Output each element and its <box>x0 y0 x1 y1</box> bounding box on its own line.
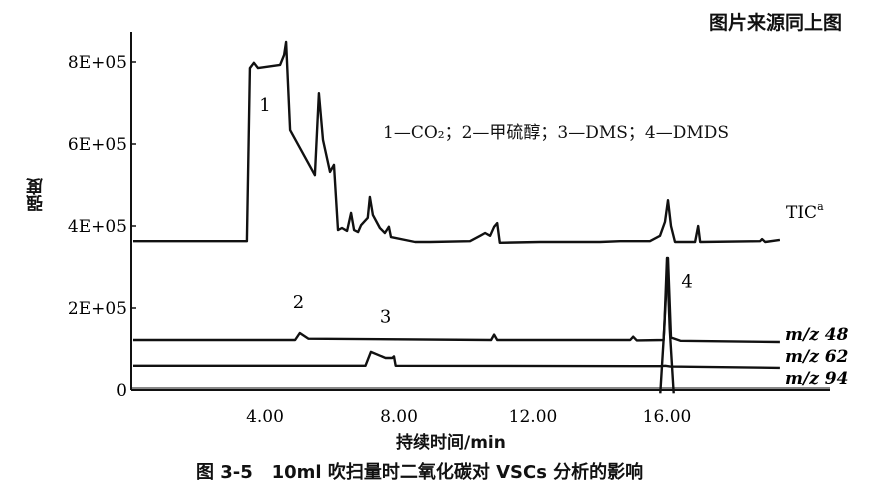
y-tick-label: 8E+05 <box>68 53 127 73</box>
x-tick-label: 8.00 <box>380 407 418 427</box>
y-tick-label: 2E+05 <box>68 299 127 319</box>
peak-label: 2 <box>293 292 304 313</box>
peak-label: 4 <box>681 271 692 292</box>
figure-caption: 图 3-5 10ml 吹扫量时二氧化碳对 VSCs 分析的影响 <box>196 462 644 483</box>
y-tick-label: 6E+05 <box>68 135 127 155</box>
series-line-m-z-94 <box>659 256 675 394</box>
series-line-tic <box>133 40 781 245</box>
y-tick-label: 4E+05 <box>68 217 127 237</box>
series-label-tic: TICa <box>786 200 824 223</box>
x-tick-label: 16.00 <box>643 407 692 427</box>
y-tick-label: 0 <box>116 381 127 401</box>
peak-label: 1 <box>259 95 270 116</box>
x-axis-label: 持续时间/min <box>396 433 506 453</box>
peak-label: 3 <box>380 306 391 327</box>
legend: 1—CO₂；2—甲硫醇；3—DMS；4—DMDS <box>383 123 730 143</box>
x-tick-label: 4.00 <box>246 407 284 427</box>
series-line-m-z-62 <box>133 350 780 370</box>
series-label-mz: m/z 48 <box>785 325 849 345</box>
series-label-mz: m/z 94 <box>785 369 848 389</box>
series-label-mz: m/z 62 <box>785 347 849 367</box>
source-note: 图片来源同上图 <box>708 12 842 34</box>
x-tick-label: 12.00 <box>509 407 558 427</box>
